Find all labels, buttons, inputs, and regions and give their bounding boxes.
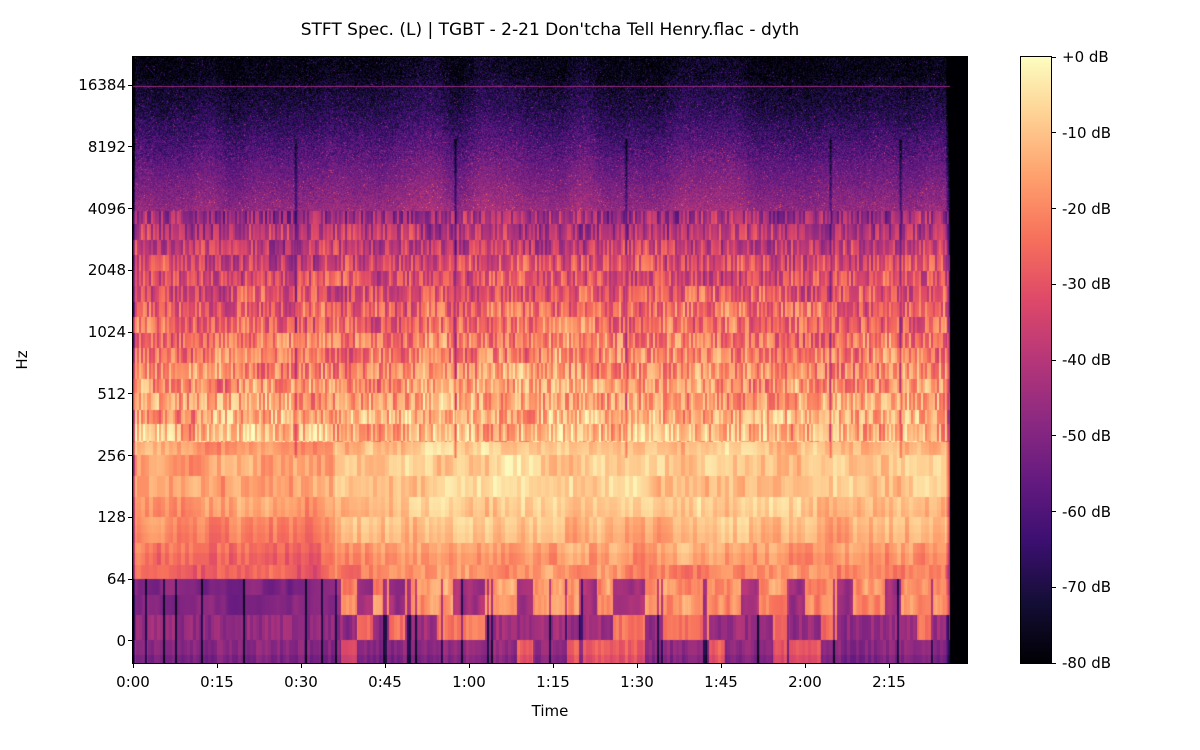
colorbar-tick-label: -50 dB: [1062, 426, 1112, 445]
x-tick-label: 0:15: [200, 673, 234, 691]
y-tick-mark: [128, 269, 132, 271]
colorbar-tick-label: -70 dB: [1062, 578, 1112, 597]
colorbar-tick-mark: [1052, 132, 1056, 134]
y-tick-mark: [128, 455, 132, 456]
x-tick-mark: [636, 664, 638, 668]
x-tick-mark: [888, 664, 890, 668]
colorbar-tick-label: -40 dB: [1062, 351, 1112, 369]
y-tick-label: 2048: [87, 261, 126, 280]
x-tick-mark: [300, 664, 302, 668]
x-tick-label: 0:30: [284, 673, 318, 691]
x-tick-label: 2:00: [788, 673, 822, 691]
colorbar-tick-label: +0 dB: [1062, 48, 1109, 66]
colorbar-tick-label: -10 dB: [1062, 123, 1112, 142]
x-tick-label: 1:45: [704, 673, 738, 691]
x-tick-label: 1:15: [536, 673, 570, 691]
spectrogram-canvas: [133, 57, 967, 663]
x-tick-label: 1:00: [452, 673, 486, 691]
colorbar-tick-mark: [1052, 586, 1056, 588]
colorbar-tick-mark: [1052, 208, 1056, 209]
y-tick-mark: [128, 331, 132, 333]
y-tick-label: 0: [116, 631, 126, 650]
x-tick-mark: [468, 664, 470, 668]
chart-title: STFT Spec. (L) | TGBT - 2-21 Don'tcha Te…: [300, 20, 800, 40]
x-tick-mark: [384, 664, 386, 668]
y-tick-mark: [128, 393, 132, 395]
x-tick-mark: [132, 664, 134, 668]
x-axis-label: Time: [531, 702, 569, 720]
x-tick-mark: [552, 664, 554, 668]
y-tick-label: 16384: [78, 76, 126, 94]
y-tick-mark: [128, 146, 132, 148]
y-tick-label: 64: [106, 570, 126, 588]
y-tick-mark: [128, 208, 132, 209]
colorbar-tick-label: -80 dB: [1062, 654, 1112, 672]
y-tick-label: 4096: [87, 199, 126, 218]
y-tick-mark: [128, 578, 132, 580]
x-tick-label: 0:45: [368, 673, 402, 691]
y-tick-label: 128: [97, 508, 126, 527]
y-tick-mark: [128, 640, 132, 642]
colorbar-tick-label: -20 dB: [1062, 199, 1112, 218]
colorbar-tick-mark: [1052, 511, 1056, 512]
colorbar-tick-label: -60 dB: [1062, 502, 1112, 521]
y-tick-label: 8192: [87, 137, 126, 156]
colorbar-tick-mark: [1052, 283, 1056, 285]
x-tick-label: 2:15: [872, 673, 906, 691]
colorbar-tick-mark: [1052, 435, 1056, 437]
plot-area: [132, 56, 968, 664]
x-tick-mark: [804, 664, 806, 668]
y-tick-label: 256: [97, 446, 126, 465]
y-tick-label: 512: [97, 384, 126, 403]
colorbar-tick-mark: [1052, 359, 1056, 361]
colorbar-tick-mark: [1052, 56, 1056, 58]
colorbar-tick-mark: [1052, 662, 1056, 664]
y-axis-label: Hz: [13, 350, 31, 370]
y-tick-mark: [128, 84, 132, 86]
colorbar: [1020, 56, 1052, 664]
x-tick-mark: [720, 664, 722, 668]
y-tick-label: 1024: [87, 323, 126, 341]
colorbar-tick-label: -30 dB: [1062, 275, 1112, 294]
x-tick-label: 0:00: [116, 673, 150, 691]
x-tick-label: 1:30: [620, 673, 654, 691]
x-tick-mark: [216, 664, 218, 668]
y-tick-mark: [128, 516, 132, 518]
